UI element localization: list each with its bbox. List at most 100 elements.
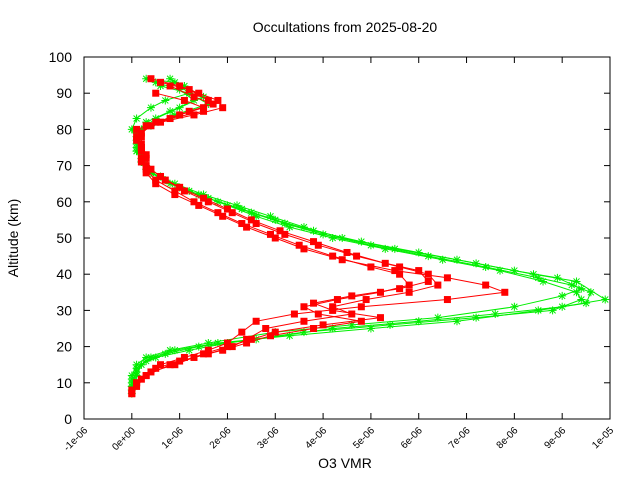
data-point [170,110,179,119]
data-point [200,104,208,112]
data-point [199,190,208,199]
data-point [252,317,260,325]
data-point [214,96,222,104]
data-point [338,234,347,242]
data-point [228,343,236,351]
data-point [534,273,543,282]
data-point [434,281,442,289]
y-tick-label: 90 [56,85,72,101]
data-point [577,284,586,293]
data-point [586,288,595,297]
data-point [127,382,136,391]
data-point [376,288,384,296]
data-point [151,114,160,123]
data-point [300,245,308,253]
data-point [243,223,251,231]
data-point [285,331,294,340]
data-point [157,172,165,180]
data-point [127,371,136,380]
data-point [180,353,188,361]
x-tick-label: 1e-06 [160,425,186,451]
data-point [357,317,365,325]
data-point [567,281,576,290]
data-point [127,125,136,134]
data-point [553,273,562,282]
data-point [280,219,289,228]
data-point [243,339,251,347]
x-tick-label: 6e-06 [399,425,425,451]
data-point [190,93,198,101]
data-point [333,296,341,304]
data-point [548,306,557,315]
data-point [185,86,193,94]
data-point [200,194,208,202]
data-point [310,299,318,307]
data-point [396,270,404,278]
data-point [200,350,208,358]
data-point [328,234,337,242]
data-point [132,147,141,156]
data-point [247,216,255,224]
data-point [262,325,270,332]
data-point [353,252,361,260]
data-point [142,169,150,177]
data-point [195,201,203,209]
x-tick-label: 2e-06 [208,425,234,451]
data-point [170,346,179,355]
data-point [219,212,227,220]
series-line [131,81,592,387]
data-point [147,368,155,376]
data-point [496,266,505,275]
data-point [185,89,194,98]
data-point [314,310,322,318]
x-tick-label: 7e-06 [447,425,473,451]
data-point [228,209,236,217]
data-point [319,230,328,239]
data-point [319,321,327,329]
data-point [577,295,586,304]
data-point [142,118,151,127]
data-point [328,324,337,333]
data-point [329,252,337,260]
data-point [190,353,198,361]
data-point [213,338,222,347]
series-0 [127,74,610,398]
data-point [472,313,481,322]
data-point [132,371,141,380]
data-point [271,234,279,242]
data-point [166,107,175,116]
data-point [309,226,318,235]
data-point [443,296,451,304]
data-point [219,104,227,112]
data-point [424,277,432,285]
data-point [142,74,151,83]
y-axis: 0 10 20 30 40 50 60 70 80 90 100 [49,49,610,427]
data-point [572,277,581,286]
y-tick-label: 80 [56,121,72,137]
data-point [137,158,145,166]
data-point [390,244,399,253]
data-point [152,176,160,184]
data-point [157,78,165,86]
chart-title: Occultations from 2025-08-20 [253,19,438,35]
data-point [414,248,423,257]
data-point [396,263,404,271]
data-point [176,82,184,90]
data-point [156,81,165,90]
data-point [271,328,279,336]
data-point [238,220,246,228]
data-point [151,78,160,87]
data-point [146,103,155,112]
x-tick-label: 9e-06 [542,425,568,451]
data-point [161,349,170,358]
data-point [501,288,509,296]
data-point [146,168,155,177]
data-point [491,310,500,319]
data-point [185,107,193,115]
data-point [247,208,256,217]
data-point [443,274,451,282]
data-point [252,335,261,344]
data-point [290,310,298,318]
data-point [204,198,212,206]
